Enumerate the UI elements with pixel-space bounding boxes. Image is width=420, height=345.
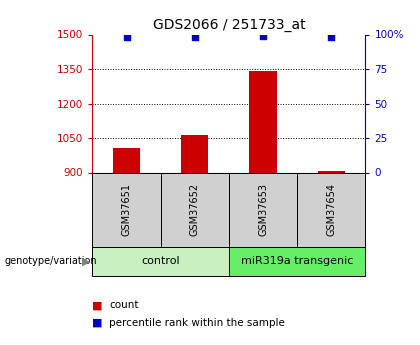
- Text: percentile rank within the sample: percentile rank within the sample: [109, 318, 285, 327]
- Bar: [181, 135, 208, 172]
- Point: [260, 33, 266, 39]
- Text: GSM37654: GSM37654: [326, 183, 336, 236]
- Point: [123, 34, 130, 40]
- Bar: [318, 171, 345, 172]
- Text: control: control: [142, 256, 180, 266]
- Bar: [113, 148, 140, 172]
- Text: GSM37651: GSM37651: [121, 183, 131, 236]
- Text: count: count: [109, 300, 139, 310]
- Point: [328, 34, 335, 40]
- Text: miR319a transgenic: miR319a transgenic: [241, 256, 353, 266]
- Text: GSM37652: GSM37652: [190, 183, 200, 236]
- Text: ▶: ▶: [82, 256, 90, 266]
- Point: [192, 34, 198, 40]
- Text: ■: ■: [92, 300, 103, 310]
- Title: GDS2066 / 251733_at: GDS2066 / 251733_at: [152, 18, 305, 32]
- Bar: [249, 71, 277, 172]
- Text: genotype/variation: genotype/variation: [4, 256, 97, 266]
- Text: GSM37653: GSM37653: [258, 183, 268, 236]
- Text: ■: ■: [92, 318, 103, 327]
